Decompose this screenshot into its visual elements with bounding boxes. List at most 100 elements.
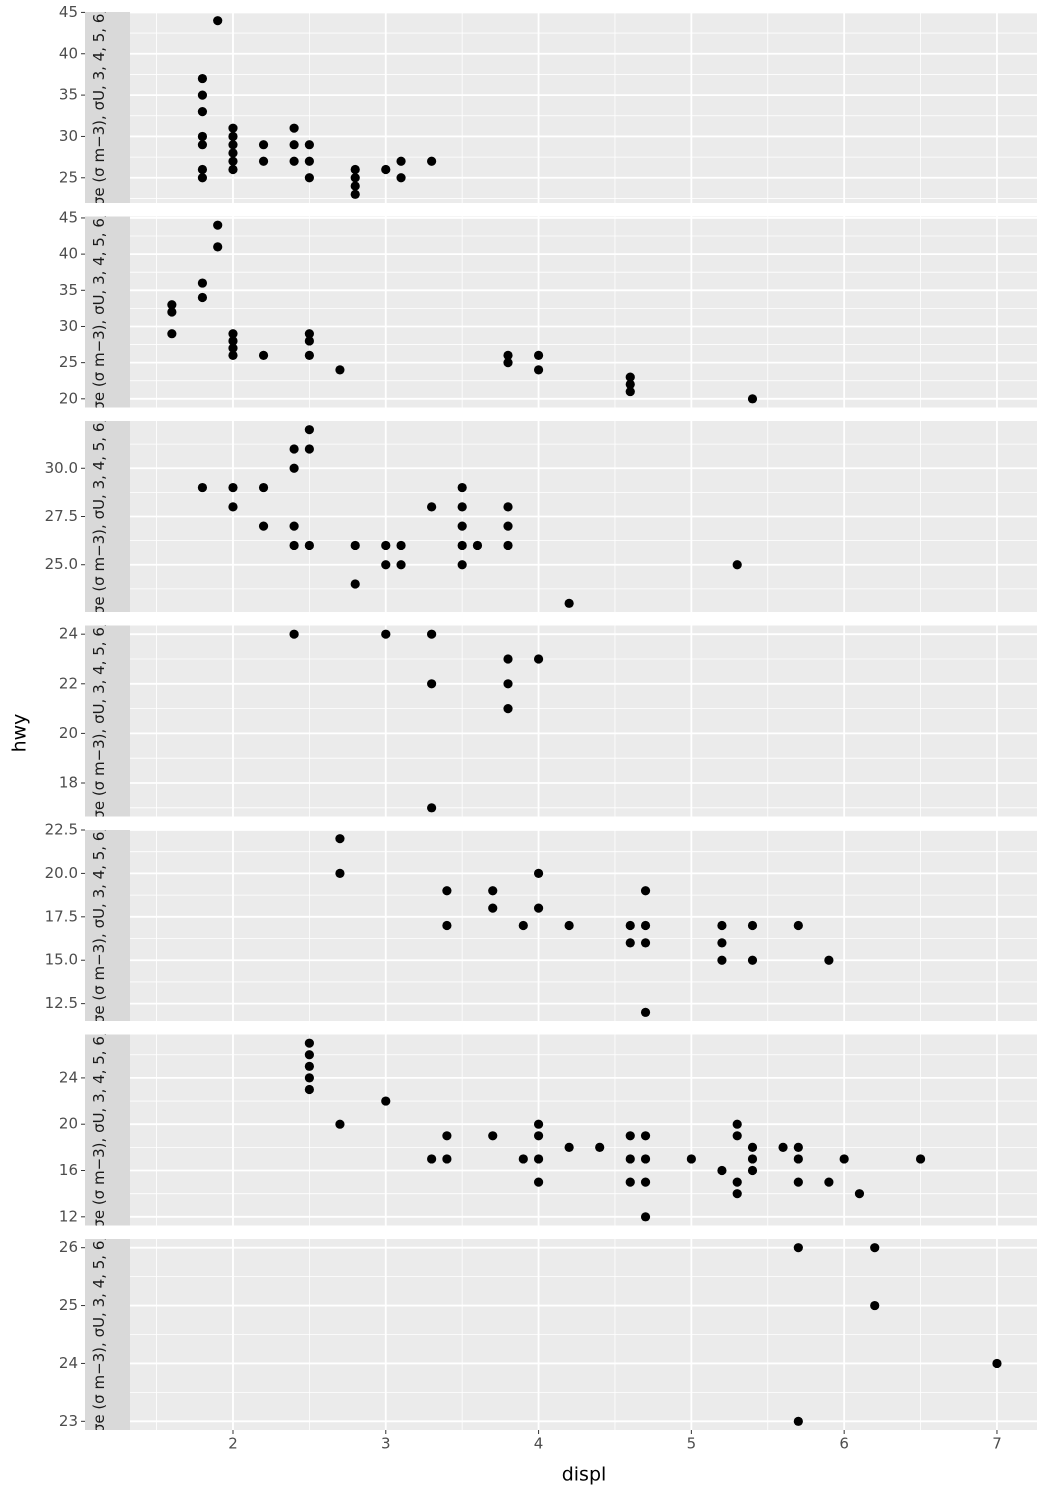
point — [503, 679, 513, 689]
point — [870, 1300, 880, 1311]
point — [503, 540, 513, 551]
point — [640, 920, 651, 931]
point — [228, 148, 238, 158]
panel-background — [130, 1034, 1037, 1226]
point — [427, 629, 437, 639]
y-tick-label: 40 — [59, 44, 78, 62]
point — [625, 938, 635, 948]
point — [732, 560, 742, 570]
point — [197, 278, 208, 288]
point — [747, 1142, 758, 1152]
point — [289, 463, 299, 473]
point — [197, 140, 208, 150]
point — [747, 394, 758, 404]
point — [350, 189, 360, 199]
point — [503, 703, 513, 714]
point — [335, 834, 345, 844]
y-tick-label: 25 — [59, 1296, 78, 1314]
point — [381, 1096, 391, 1106]
panel-background — [130, 625, 1037, 817]
point — [381, 540, 391, 551]
point — [503, 350, 513, 361]
point — [427, 156, 437, 166]
point — [396, 560, 406, 570]
point — [213, 242, 223, 252]
y-tick-label: 35 — [59, 281, 78, 299]
point — [717, 920, 727, 931]
point — [640, 1007, 651, 1017]
point — [304, 444, 314, 454]
point — [167, 300, 177, 310]
y-tick-label: 25 — [59, 353, 78, 371]
point — [304, 1061, 314, 1071]
point — [258, 156, 269, 166]
point — [793, 1243, 803, 1253]
point — [732, 1189, 742, 1199]
point — [747, 1165, 758, 1176]
y-tick-label: 16 — [59, 1161, 78, 1179]
point — [442, 1154, 452, 1164]
point — [396, 156, 406, 166]
point — [304, 140, 314, 150]
point — [533, 868, 544, 879]
point — [732, 1177, 742, 1187]
y-tick-label: 27.5 — [45, 507, 78, 525]
point — [824, 1177, 834, 1187]
y-tick-label: 24 — [59, 1354, 78, 1372]
y-tick-label: 25 — [59, 168, 78, 186]
point — [488, 903, 498, 913]
point — [304, 173, 314, 183]
point — [488, 1131, 498, 1141]
strip-background — [85, 1239, 130, 1430]
point — [228, 336, 238, 346]
point — [396, 173, 406, 183]
point — [304, 1050, 314, 1060]
point — [717, 938, 727, 948]
point — [854, 1189, 865, 1199]
y-tick-label: 45 — [59, 3, 78, 21]
point — [640, 886, 651, 896]
point — [350, 164, 360, 175]
x-tick-label: 5 — [687, 1435, 697, 1453]
y-tick-label: 30.0 — [45, 459, 78, 477]
point — [640, 1177, 651, 1187]
point — [640, 938, 651, 948]
point — [503, 502, 513, 512]
point — [427, 679, 437, 689]
y-tick-label: 40 — [59, 245, 78, 263]
point — [564, 1142, 574, 1152]
y-tick-label: 30 — [59, 317, 78, 335]
y-tick-label: 26 — [59, 1238, 78, 1256]
panel-background — [130, 12, 1037, 203]
y-tick-label: 18 — [59, 774, 78, 792]
point — [304, 425, 314, 435]
point — [335, 365, 345, 375]
point — [228, 329, 238, 339]
point — [350, 540, 360, 551]
strip-label: σe (σ m−3), σU, 3, 4, 5, 6, — [90, 418, 108, 615]
point — [350, 181, 360, 191]
point — [258, 482, 269, 493]
x-tick-label: 6 — [839, 1435, 849, 1453]
y-tick-label: 20 — [59, 724, 78, 742]
y-tick-label: 12 — [59, 1207, 78, 1225]
point — [213, 220, 223, 230]
point — [747, 955, 758, 965]
point — [747, 1154, 758, 1164]
point — [381, 164, 391, 175]
point — [564, 598, 574, 608]
strip-label: σe (σ m−3), σU, 3, 4, 5, 6, — [90, 622, 108, 819]
point — [793, 920, 803, 931]
point — [640, 1212, 651, 1222]
point — [533, 1177, 544, 1187]
y-tick-label: 23 — [59, 1412, 78, 1430]
point — [747, 920, 758, 931]
point — [992, 1358, 1002, 1369]
point — [793, 1142, 803, 1152]
point — [197, 173, 208, 183]
point — [258, 350, 269, 361]
point — [717, 1165, 727, 1176]
point — [839, 1154, 849, 1164]
y-tick-label: 24 — [59, 1068, 78, 1086]
strip-label: σe (σ m−3), σU, 3, 4, 5, 6, — [90, 827, 108, 1024]
